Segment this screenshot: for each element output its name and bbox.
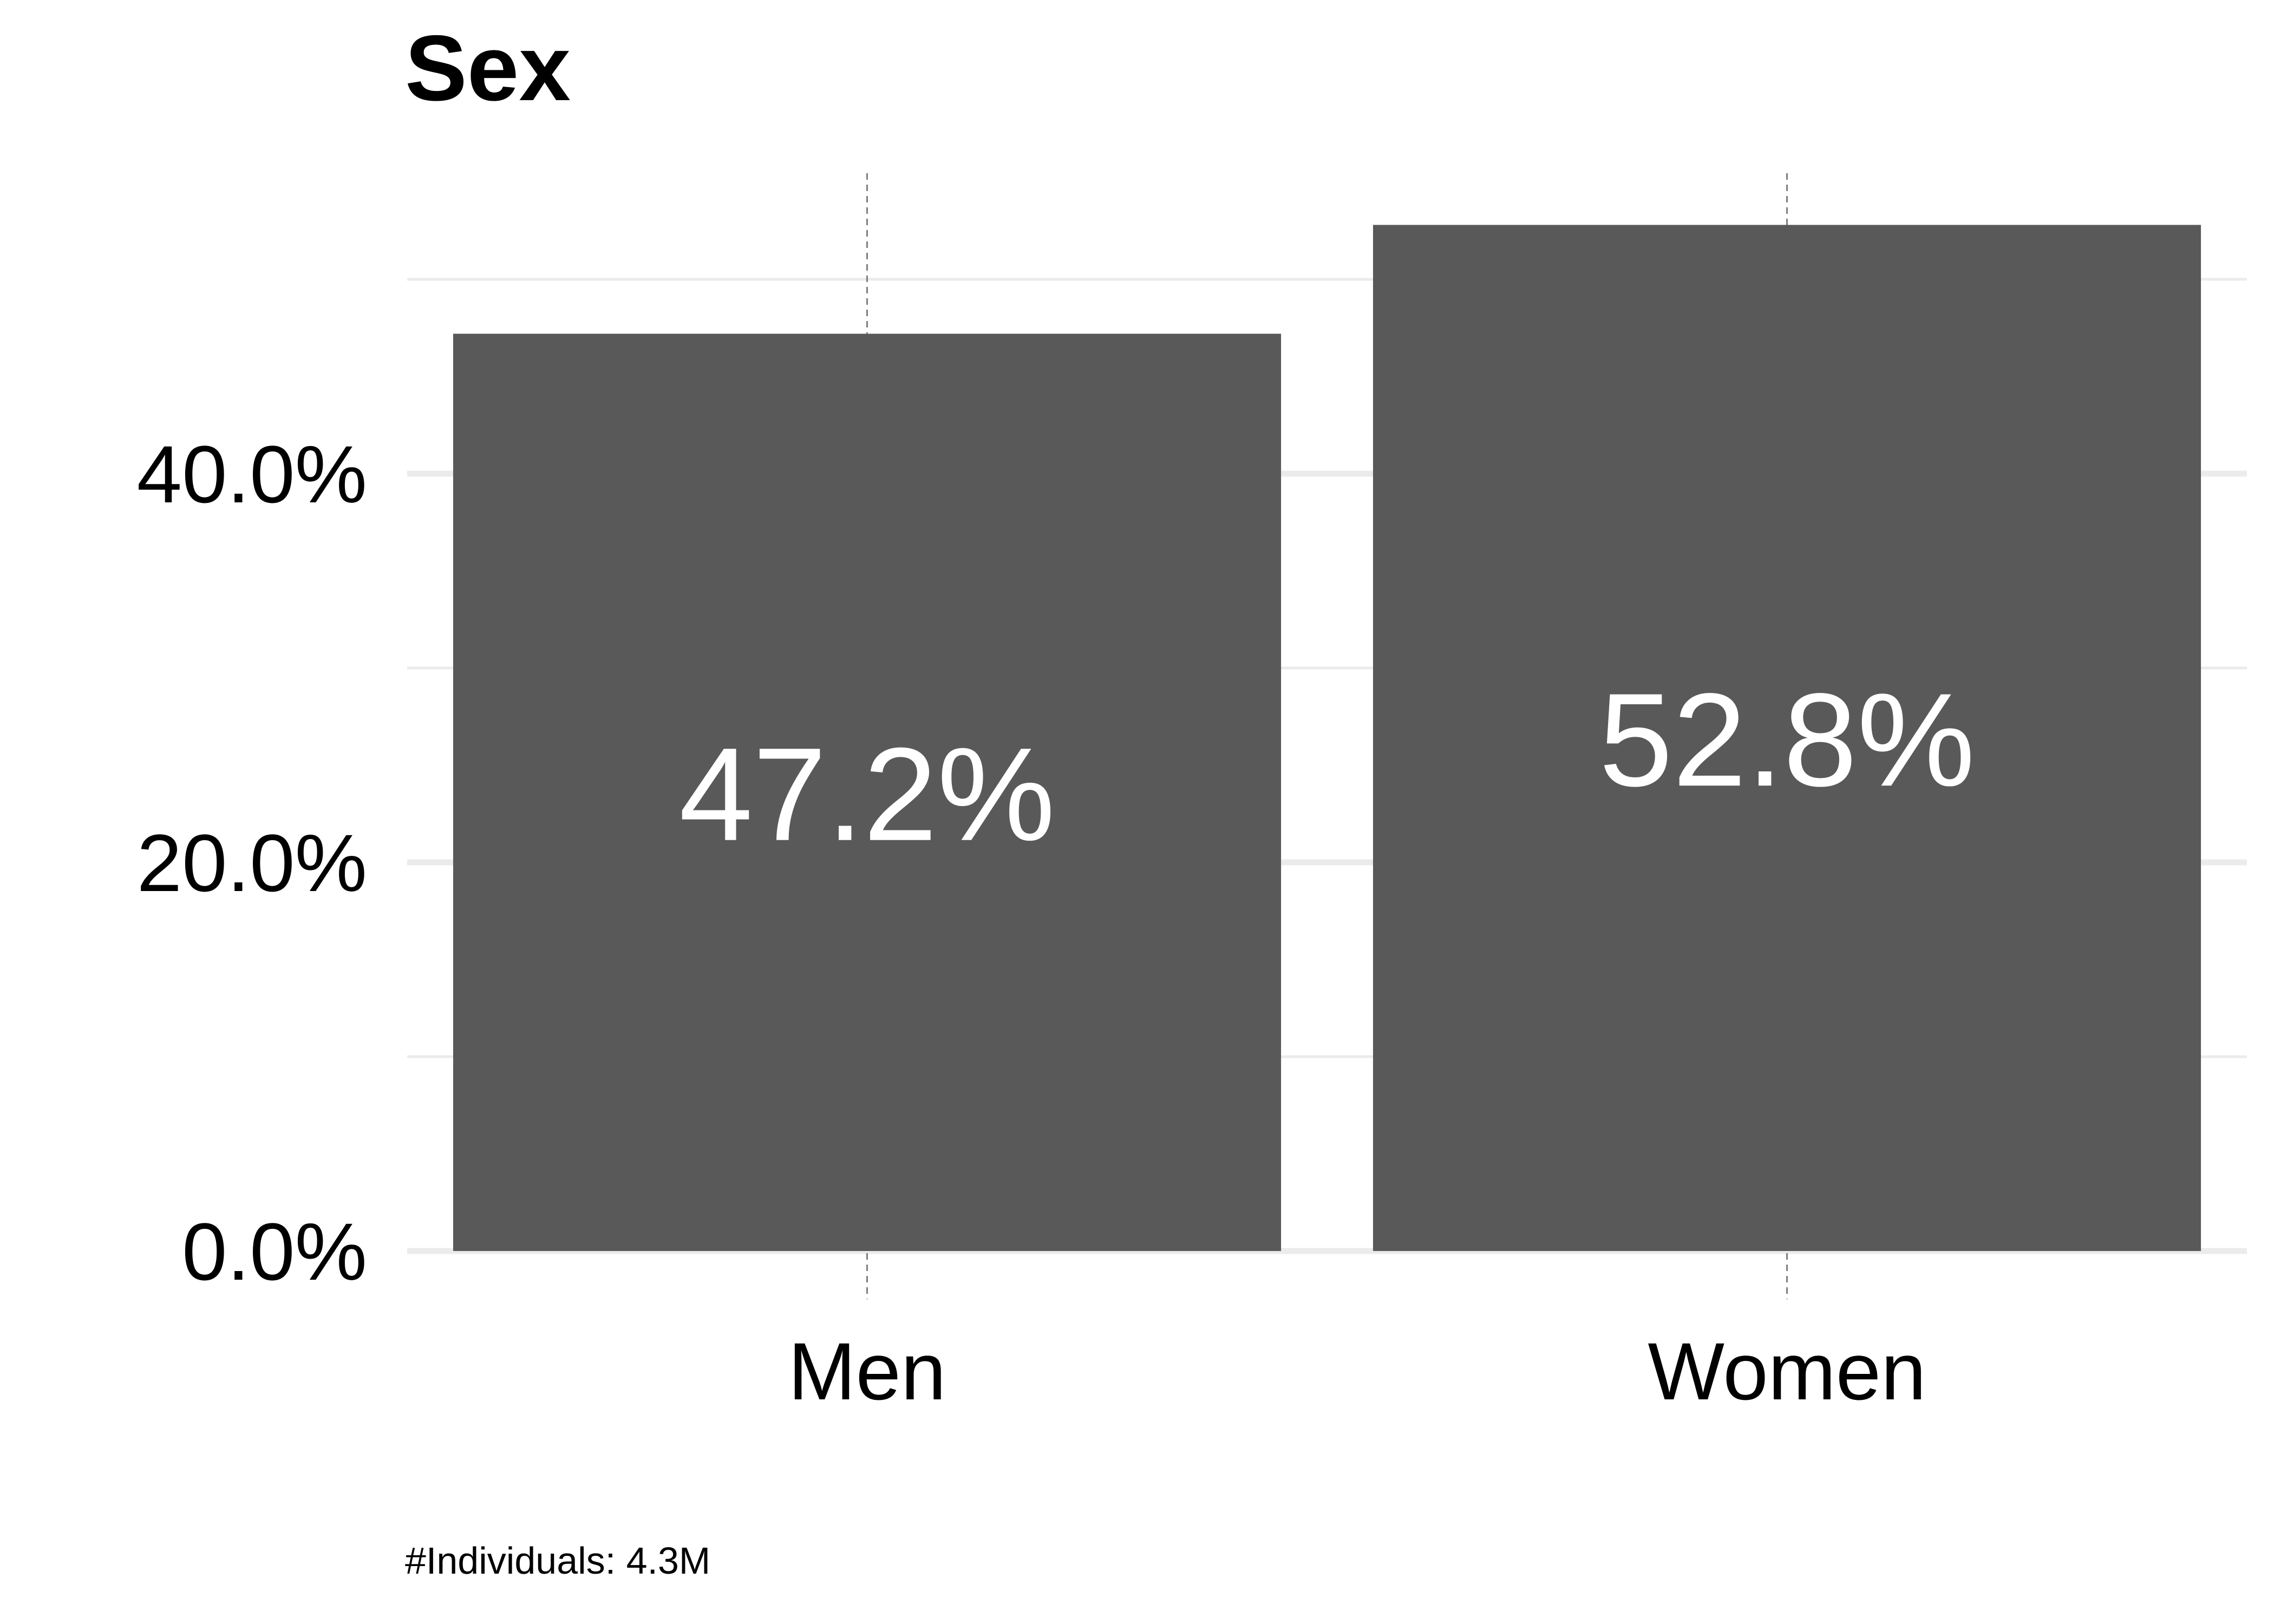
y-tick-label: 20.0%: [137, 817, 367, 908]
x-tick-label: Men: [788, 1326, 946, 1417]
bar: [1373, 225, 2201, 1252]
chart-title: Sex: [405, 16, 571, 120]
y-tick-label: 0.0%: [182, 1206, 367, 1297]
bar-layer: [453, 225, 2201, 1252]
bar-label-layer: 47.2% 52.8%: [679, 665, 1975, 868]
bar: [453, 333, 1282, 1251]
x-tick-label: Women: [1648, 1326, 1926, 1417]
axis-layer: 0.0% 20.0% 40.0% Men Women: [137, 429, 1926, 1417]
chart-caption: #Individuals: 4.3M: [405, 1540, 711, 1582]
y-tick-label: 40.0%: [137, 429, 367, 520]
bar-value-label: 52.8%: [1599, 665, 1975, 814]
bar-value-label: 47.2%: [679, 720, 1055, 868]
